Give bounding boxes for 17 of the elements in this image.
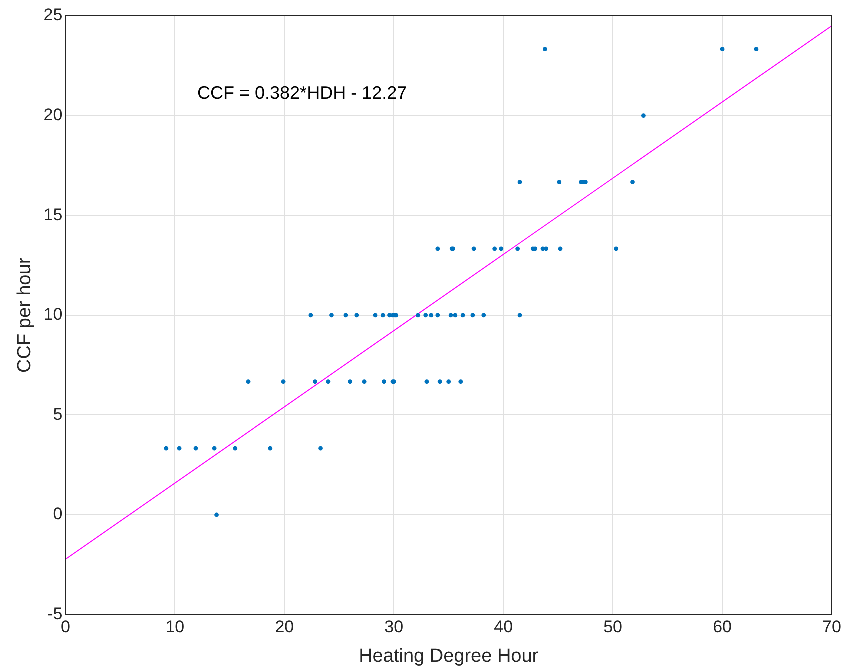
x-tick-label: 60 bbox=[713, 618, 732, 637]
y-tick-label: -5 bbox=[48, 604, 63, 624]
x-tick-label: 50 bbox=[604, 618, 623, 637]
y-tick-label: 25 bbox=[44, 6, 63, 25]
x-tick-label: 30 bbox=[384, 618, 404, 637]
annotation: CCF = 0.382*HDH - 12.27 bbox=[198, 82, 408, 103]
y-tick-label: 15 bbox=[44, 205, 63, 224]
x-tick-label: 10 bbox=[166, 618, 185, 637]
y-tick-label: 0 bbox=[53, 504, 63, 524]
x-axis-title: Heating Degree Hour bbox=[359, 646, 540, 667]
y-tick-label: 20 bbox=[44, 105, 63, 124]
x-tick-label: 20 bbox=[275, 618, 294, 637]
y-axis-title: CCF per hour bbox=[14, 257, 36, 373]
x-tick-label: 40 bbox=[494, 618, 514, 637]
x-tick-label: 70 bbox=[822, 618, 842, 637]
y-tick-label: 10 bbox=[44, 305, 63, 324]
y-tick-label: 5 bbox=[53, 404, 63, 424]
